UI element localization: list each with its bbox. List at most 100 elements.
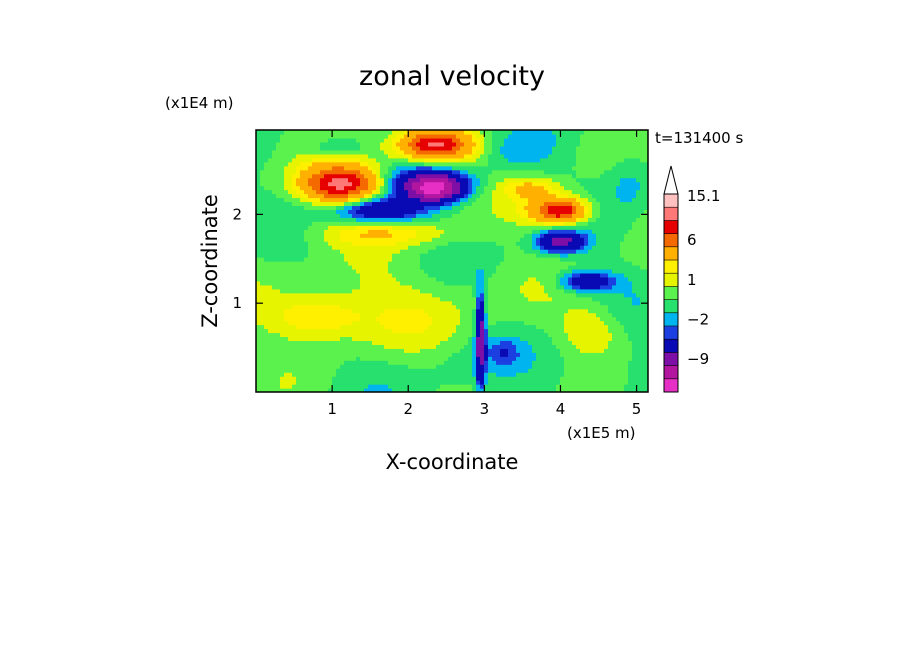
heatmap-cell — [360, 280, 365, 286]
heatmap-cell — [552, 388, 557, 392]
heatmap-cell — [616, 225, 621, 230]
heatmap-cell — [464, 237, 469, 242]
heatmap-cell — [404, 308, 409, 314]
heatmap-cell — [420, 344, 425, 349]
heatmap-cell — [420, 237, 425, 242]
heatmap-cell — [608, 249, 613, 254]
heatmap-cell — [256, 368, 261, 373]
heatmap-cell — [352, 360, 357, 365]
heatmap-cell — [352, 249, 357, 254]
heatmap-cell — [296, 225, 301, 230]
heatmap-cell — [404, 348, 409, 353]
heatmap-cell — [296, 376, 301, 381]
heatmap-cell — [304, 296, 309, 302]
heatmap-cell — [436, 388, 441, 392]
heatmap-cell — [640, 344, 645, 349]
heatmap-cell — [300, 360, 305, 365]
heatmap-cell — [476, 276, 481, 282]
heatmap-cell — [308, 237, 313, 242]
heatmap-cell — [564, 300, 569, 306]
heatmap-cell — [264, 221, 269, 226]
heatmap-cell — [520, 237, 525, 242]
heatmap-cell — [464, 300, 469, 306]
heatmap-cell — [372, 229, 377, 234]
heatmap-cell — [332, 320, 337, 326]
heatmap-cell — [412, 308, 417, 314]
heatmap-cell — [352, 340, 357, 345]
heatmap-cell — [632, 308, 637, 314]
heatmap-cell — [460, 284, 465, 290]
heatmap-cell — [356, 344, 361, 349]
heatmap-cell — [480, 320, 485, 326]
heatmap-cell — [344, 257, 349, 262]
heatmap-cell — [556, 308, 561, 314]
heatmap-cell — [512, 364, 517, 369]
heatmap-cell — [384, 257, 389, 262]
heatmap-cell — [340, 268, 345, 274]
heatmap-cell — [304, 268, 309, 274]
heatmap-cell — [500, 268, 505, 274]
heatmap-cell — [432, 280, 437, 286]
heatmap-cell — [588, 388, 593, 392]
heatmap-cell — [316, 316, 321, 322]
heatmap-cell — [376, 340, 381, 345]
heatmap-cell — [296, 316, 301, 322]
heatmap-cell — [308, 264, 313, 270]
heatmap-cell — [296, 197, 301, 203]
heatmap-cell — [628, 237, 633, 242]
heatmap-cell — [596, 328, 601, 334]
heatmap-cell — [408, 225, 413, 230]
heatmap-cell — [288, 261, 293, 266]
heatmap-cell — [416, 368, 421, 373]
heatmap-cell — [392, 356, 397, 361]
heatmap-cell — [292, 380, 297, 385]
heatmap-cell — [376, 320, 381, 326]
heatmap-cell — [304, 340, 309, 345]
heatmap-cell — [280, 225, 285, 230]
heatmap-cell — [600, 245, 605, 250]
heatmap-cell — [444, 280, 449, 286]
heatmap-cell — [284, 233, 289, 238]
heatmap-cell — [396, 360, 401, 365]
heatmap-cell — [484, 201, 489, 207]
heatmap-cell — [548, 249, 553, 254]
heatmap-cell — [500, 332, 505, 338]
heatmap-cell — [364, 253, 369, 258]
heatmap-cell — [560, 316, 565, 322]
heatmap-cell — [544, 344, 549, 349]
heatmap-cell — [532, 209, 537, 214]
heatmap-cell — [316, 340, 321, 345]
heatmap-cell — [292, 320, 297, 326]
heatmap-cell — [560, 300, 565, 306]
heatmap-cell — [316, 300, 321, 306]
heatmap-cell — [360, 372, 365, 377]
heatmap-cell — [568, 368, 573, 373]
heatmap-cell — [436, 352, 441, 357]
heatmap-cell — [548, 241, 553, 246]
heatmap-cell — [380, 197, 385, 203]
heatmap-cell — [508, 320, 513, 326]
heatmap-cell — [340, 384, 345, 389]
heatmap-cell — [264, 324, 269, 330]
heatmap-cell — [472, 189, 477, 195]
heatmap-cell — [628, 364, 633, 369]
heatmap-cell — [600, 328, 605, 334]
heatmap-cell — [560, 225, 565, 230]
heatmap-cell — [432, 288, 437, 294]
heatmap-cell — [428, 364, 433, 369]
heatmap-cell — [384, 237, 389, 242]
heatmap-cell — [448, 288, 453, 294]
heatmap-cell — [588, 205, 593, 210]
heatmap-cell — [640, 221, 645, 226]
heatmap-cell — [256, 304, 261, 310]
heatmap-cell — [564, 249, 569, 254]
heatmap-cell — [620, 324, 625, 330]
heatmap-cell — [424, 312, 429, 318]
heatmap-cell — [596, 193, 601, 199]
heatmap-cell — [412, 332, 417, 338]
heatmap-cell — [408, 356, 413, 361]
heatmap-cell — [376, 253, 381, 258]
heatmap-cell — [616, 189, 621, 195]
heatmap-cell — [424, 296, 429, 302]
heatmap-cell — [308, 348, 313, 353]
